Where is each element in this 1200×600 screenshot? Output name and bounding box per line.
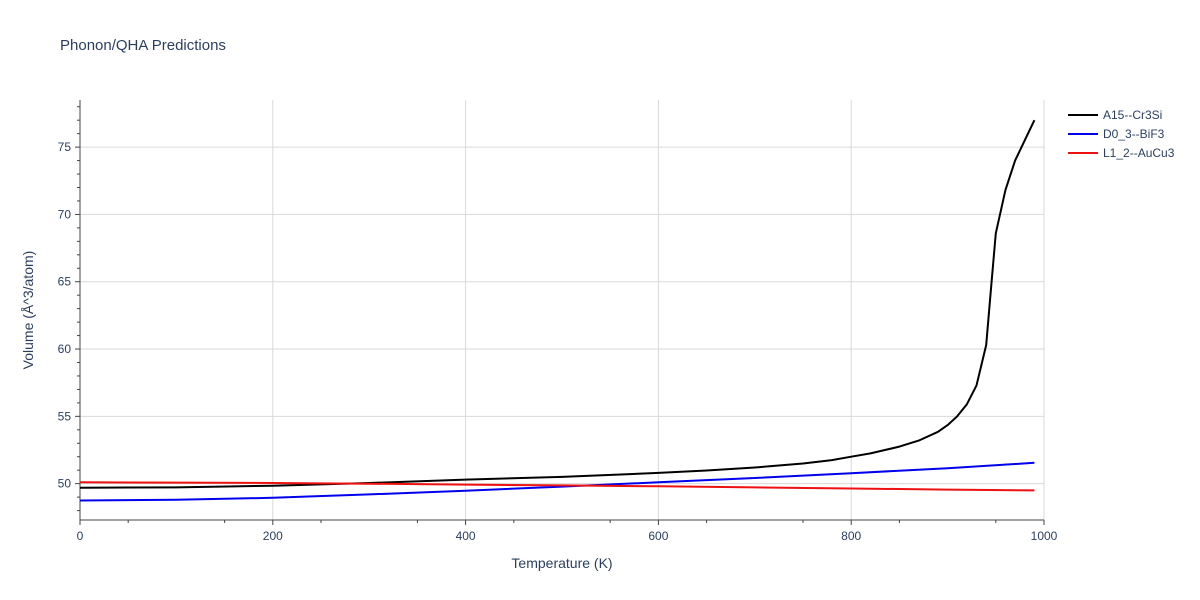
legend-label: L1_2--AuCu3 bbox=[1103, 146, 1175, 160]
axes-layer: 0 200 400 600 800 1000 50 55 60 65 70 75 bbox=[58, 100, 1058, 543]
legend-label: A15--Cr3Si bbox=[1103, 108, 1162, 122]
legend-item[interactable]: D0_3--BiF3 bbox=[1068, 127, 1165, 141]
series-line-a15-cr3si bbox=[79, 119, 1036, 489]
x-tick-label: 200 bbox=[263, 529, 283, 543]
y-tick-label: 50 bbox=[58, 477, 72, 491]
legend-item[interactable]: L1_2--AuCu3 bbox=[1068, 146, 1175, 160]
x-tick-label: 400 bbox=[456, 529, 476, 543]
x-tick-label: 800 bbox=[841, 529, 861, 543]
y-tick-label: 60 bbox=[58, 342, 72, 356]
grid-layer bbox=[80, 100, 1045, 520]
y-tick-label: 55 bbox=[58, 409, 72, 423]
y-axis-title: Volume (Å^3/atom) bbox=[20, 251, 36, 370]
y-tick-label: 65 bbox=[58, 275, 72, 289]
x-tick-label: 600 bbox=[648, 529, 668, 543]
legend-label: D0_3--BiF3 bbox=[1103, 127, 1165, 141]
y-tick-label: 70 bbox=[58, 207, 72, 221]
series-line-l1-2-aucu3 bbox=[79, 481, 1035, 492]
series-line-d0-3-bif3 bbox=[79, 461, 1035, 502]
series-layer bbox=[79, 119, 1036, 502]
legend-item[interactable]: A15--Cr3Si bbox=[1068, 108, 1162, 122]
y-tick-label: 75 bbox=[58, 140, 72, 154]
x-tick-label: 1000 bbox=[1031, 529, 1058, 543]
legend[interactable]: A15--Cr3Si D0_3--BiF3 L1_2--AuCu3 bbox=[1068, 108, 1175, 160]
x-tick-label: 0 bbox=[77, 529, 84, 543]
chart-title: Phonon/QHA Predictions bbox=[60, 37, 226, 54]
x-axis-title: Temperature (K) bbox=[511, 555, 612, 571]
